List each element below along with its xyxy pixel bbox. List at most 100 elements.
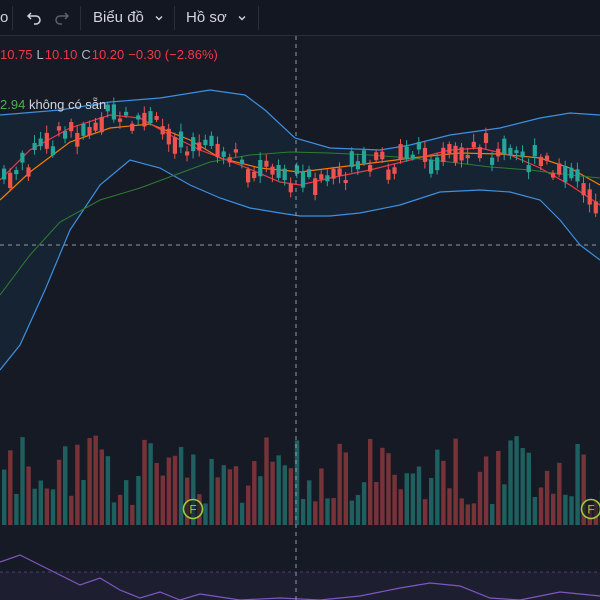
volume-bar <box>44 488 50 525</box>
volume-bar <box>355 494 361 525</box>
volume-bar <box>538 487 544 525</box>
candle-body <box>514 150 519 154</box>
volume-bar <box>32 488 37 525</box>
candle-body <box>300 171 306 188</box>
volume-bar <box>2 469 7 525</box>
volume-bar <box>453 438 458 525</box>
volume-bar <box>374 481 379 525</box>
candle-body <box>233 149 238 153</box>
candle-body <box>203 139 208 146</box>
candle-body <box>575 169 580 182</box>
volume-bar <box>502 484 507 525</box>
candle-body <box>124 111 129 116</box>
volume-bar <box>56 459 62 525</box>
volume-bar <box>349 500 355 525</box>
candle-body <box>215 143 220 158</box>
volume-bar <box>551 493 556 525</box>
volume-bar <box>386 453 391 525</box>
candle-body <box>374 152 379 161</box>
volume-bar <box>544 470 550 525</box>
volume-bar <box>313 501 318 525</box>
candle-body <box>331 168 336 179</box>
candle-body <box>307 169 312 178</box>
indicator-value: 2.94 <box>0 97 26 112</box>
volume-bar <box>526 452 531 525</box>
candle-body <box>264 160 269 167</box>
candle-body <box>246 169 251 183</box>
candle-body <box>429 159 434 174</box>
moving-average-long-line <box>0 151 600 296</box>
profile-menu-button[interactable]: Hồ sơ <box>186 0 247 36</box>
volume-bar <box>239 502 245 525</box>
volume-bar <box>569 496 574 525</box>
legend-close-value: 10.20 <box>91 47 125 62</box>
volume-bar <box>258 476 263 525</box>
candle-body <box>56 126 62 131</box>
candle-body <box>404 146 409 160</box>
legend-low-label: L <box>36 47 44 62</box>
volume-bar <box>325 498 330 525</box>
candle-body <box>593 201 598 214</box>
volume-bar <box>166 457 172 525</box>
undo-button[interactable] <box>26 0 42 36</box>
volume-marker <box>580 498 600 520</box>
indicator-unavailable-text: không có sẵn <box>28 97 107 112</box>
volume-bar <box>215 477 220 525</box>
volume-bar <box>422 499 428 525</box>
candle-body <box>227 157 232 163</box>
volume-bar <box>191 454 196 525</box>
candle-body <box>325 175 330 182</box>
toolbar-divider <box>12 6 13 30</box>
candle-body <box>349 151 354 167</box>
volume-bar <box>8 450 13 525</box>
volume-bar <box>38 480 43 525</box>
candle-body <box>526 165 531 173</box>
candle-body <box>294 165 299 174</box>
volume-bar <box>361 482 367 525</box>
volume-marker-label: F <box>587 503 594 517</box>
top-toolbar: o Biểu đồ Hồ sơ <box>0 0 600 36</box>
redo-button[interactable] <box>54 0 70 36</box>
candle-body <box>276 164 281 178</box>
volume-bar <box>20 437 25 525</box>
candle-body <box>471 141 476 148</box>
volume-bar <box>221 465 226 525</box>
candle-body <box>361 150 367 164</box>
undo-arrow-icon <box>26 12 41 25</box>
candle-body <box>319 174 324 180</box>
candle-body <box>148 111 153 124</box>
candle-body <box>465 155 470 159</box>
volume-bar <box>63 446 68 525</box>
candle-body <box>477 147 482 159</box>
candle-body <box>93 122 98 131</box>
volume-marker <box>182 498 204 520</box>
bollinger-band-fill <box>0 90 600 370</box>
volume-bar <box>483 456 489 525</box>
legend-change: −0.30 (−2.86%) <box>128 47 218 62</box>
volume-bar <box>410 473 416 525</box>
rsi-line <box>0 554 600 600</box>
volume-bar <box>496 451 501 525</box>
candle-body <box>502 138 507 155</box>
candle-body <box>130 123 135 131</box>
volume-bar <box>124 480 129 525</box>
volume-bar <box>337 443 342 525</box>
volume-bar <box>203 503 208 525</box>
candle-body <box>563 165 568 183</box>
volume-bar <box>111 502 117 525</box>
volume-bar <box>172 455 178 525</box>
volume-bar <box>142 439 147 525</box>
volume-bar <box>300 498 306 525</box>
chevron-down-icon <box>155 16 163 21</box>
volume-bar <box>105 456 111 525</box>
volume-bar <box>343 452 348 525</box>
volume-bar <box>459 498 464 525</box>
candle-body <box>368 164 373 172</box>
volume-bar <box>252 461 257 525</box>
volume-bar <box>429 477 434 525</box>
candle-body <box>288 183 293 193</box>
candle-body <box>221 151 226 157</box>
toolbar-divider <box>258 6 259 30</box>
chart-menu-button[interactable]: Biểu đồ <box>93 0 164 36</box>
